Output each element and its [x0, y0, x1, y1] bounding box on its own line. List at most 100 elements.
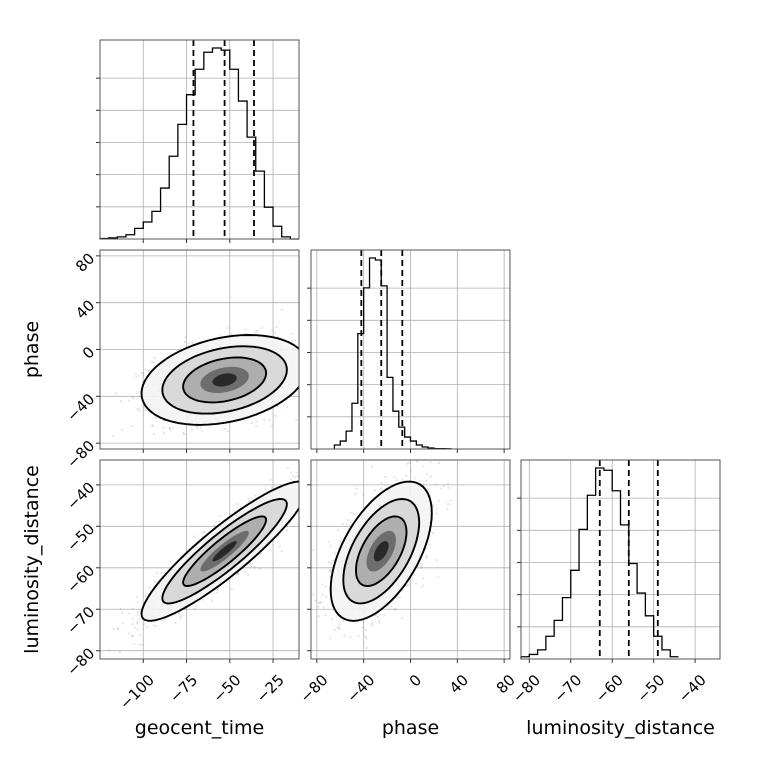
sample-point: [401, 478, 404, 481]
sample-point: [131, 634, 135, 638]
sample-point: [247, 496, 250, 499]
sample-point: [144, 408, 147, 412]
sample-point: [305, 481, 307, 483]
sample-point: [299, 502, 301, 504]
sample-point: [337, 627, 340, 630]
sample-point: [163, 432, 166, 435]
sample-point: [308, 345, 310, 347]
sample-point: [296, 474, 299, 477]
sample-point: [331, 617, 334, 620]
sample-point: [152, 361, 155, 364]
sample-point: [136, 611, 139, 614]
sample-point: [233, 510, 236, 513]
sample-point: [326, 466, 328, 468]
sample-point: [248, 500, 251, 503]
sample-point: [200, 429, 203, 433]
sample-point: [136, 601, 139, 604]
sample-point: [120, 611, 124, 614]
sample-point: [349, 428, 351, 430]
sample-point: [133, 643, 136, 646]
sample-point: [134, 372, 137, 376]
sample-point: [314, 508, 316, 510]
sample-point: [107, 649, 111, 652]
sample-point: [274, 414, 277, 417]
sample-point: [270, 486, 273, 489]
sample-point: [314, 599, 317, 602]
sample-point: [112, 627, 115, 631]
sample-point: [328, 469, 330, 471]
sample-point: [138, 374, 141, 377]
sample-point: [432, 504, 435, 508]
sample-point: [343, 634, 346, 637]
sample-point: [314, 358, 316, 360]
sample-point: [308, 363, 310, 365]
sample-point: [259, 553, 262, 556]
sample-point: [168, 427, 171, 430]
sample-point: [371, 622, 374, 625]
sample-point: [305, 351, 307, 353]
sample-point: [426, 487, 429, 490]
sample-point: [191, 341, 194, 344]
scatter-panel-phase-luminosity_distance: [311, 460, 510, 659]
sample-point: [291, 340, 294, 343]
sample-point: [301, 361, 303, 363]
sample-point: [280, 550, 283, 553]
sample-point: [383, 613, 386, 617]
sample-point: [312, 500, 314, 502]
sample-point: [398, 596, 402, 599]
sample-point: [300, 367, 302, 369]
sample-point: [196, 427, 199, 430]
sample-point: [378, 619, 381, 622]
sample-point: [216, 589, 219, 592]
sample-point: [206, 451, 208, 453]
sample-point: [304, 379, 306, 381]
sample-point: [177, 612, 180, 615]
sample-point: [135, 595, 139, 599]
sample-point: [139, 633, 142, 636]
sample-point: [396, 479, 399, 482]
sample-point: [218, 519, 221, 523]
hist-panel-geocent_time: [96, 40, 299, 240]
sample-point: [160, 571, 163, 574]
hist-panel-luminosity_distance: [517, 460, 720, 659]
sample-point: [117, 627, 120, 630]
sample-point: [295, 418, 298, 421]
sample-point: [136, 628, 140, 631]
sample-point: [338, 623, 342, 626]
sample-point: [148, 586, 151, 589]
sample-point: [289, 471, 293, 474]
sample-point: [191, 429, 194, 432]
sample-point: [244, 328, 247, 331]
sample-point: [226, 326, 229, 330]
sample-point: [168, 426, 172, 430]
sample-point: [140, 372, 143, 375]
sample-point: [302, 486, 304, 488]
sample-point: [304, 521, 306, 523]
sample-point: [121, 428, 124, 431]
sample-point: [314, 479, 316, 481]
sample-point: [236, 502, 239, 505]
sample-point: [303, 479, 305, 481]
sample-point: [250, 422, 253, 425]
sample-point: [182, 432, 185, 435]
sample-point: [301, 482, 303, 484]
sample-point: [138, 618, 141, 621]
sample-point: [304, 363, 306, 365]
sample-point: [215, 520, 218, 524]
sample-point: [236, 573, 239, 576]
sample-point: [118, 650, 121, 654]
sample-point: [153, 357, 156, 360]
sample-point: [384, 483, 387, 487]
sample-point: [250, 564, 253, 568]
sample-point: [328, 637, 332, 640]
sample-point: [362, 621, 365, 624]
sample-point: [183, 432, 186, 435]
sample-point: [253, 566, 256, 569]
sample-point: [218, 514, 221, 518]
sample-point: [255, 425, 258, 428]
sample-point: [148, 369, 151, 373]
sample-point: [422, 483, 425, 486]
sample-point: [264, 487, 267, 491]
sample-point: [312, 549, 315, 552]
sample-point: [164, 618, 167, 621]
